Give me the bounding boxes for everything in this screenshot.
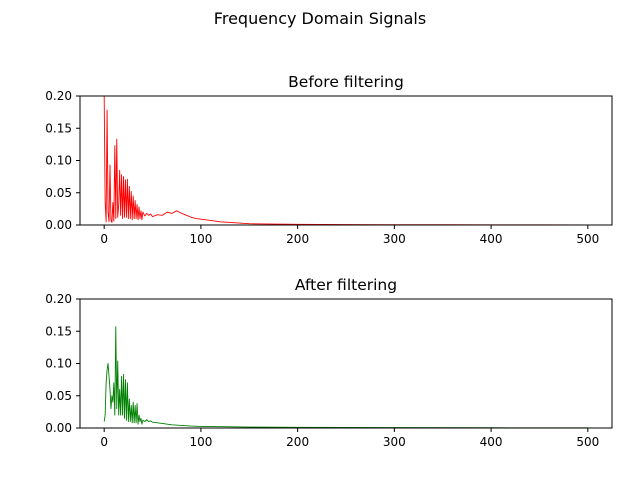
y-tick-label: 0.05 [45,389,72,403]
x-tick-label: 200 [286,232,309,246]
x-tick-label: 100 [189,435,212,449]
y-tick-label: 0.00 [45,421,72,435]
figure-title: Frequency Domain Signals [214,9,426,28]
x-tick-label: 100 [189,232,212,246]
subplot-2: After filtering 0 100 200 300 400 500 0.00 0.05 0… [45,276,613,449]
subplot-title: Before filtering [288,73,404,91]
x-tick-label: 300 [383,435,406,449]
x-tick-label: 0 [100,232,108,246]
x-tick-label: 400 [480,435,503,449]
y-tick-label: 0.20 [45,89,72,103]
subplot-1: Before filtering 0 100 200 300 400 500 0.00 0.05… [45,73,613,246]
x-tick-label: 300 [383,232,406,246]
x-tick-label: 0 [100,435,108,449]
y-tick-label: 0.15 [45,324,72,338]
y-tick-label: 0.00 [45,218,72,232]
series-line-1 [103,326,588,428]
y-tick-label: 0.05 [45,186,72,200]
y-tick-label: 0.20 [45,292,72,306]
x-tick-label: 500 [576,232,599,246]
y-tick-label: 0.15 [45,121,72,135]
axes-frame [79,298,613,429]
x-tick-label: 200 [286,435,309,449]
series-line-1 [103,96,588,225]
y-tick-label: 0.10 [45,357,72,371]
subplot-title: After filtering [295,276,397,294]
y-tick-label: 0.10 [45,154,72,168]
x-tick-label: 500 [576,435,599,449]
axes-frame [79,95,613,226]
x-tick-label: 400 [480,232,503,246]
